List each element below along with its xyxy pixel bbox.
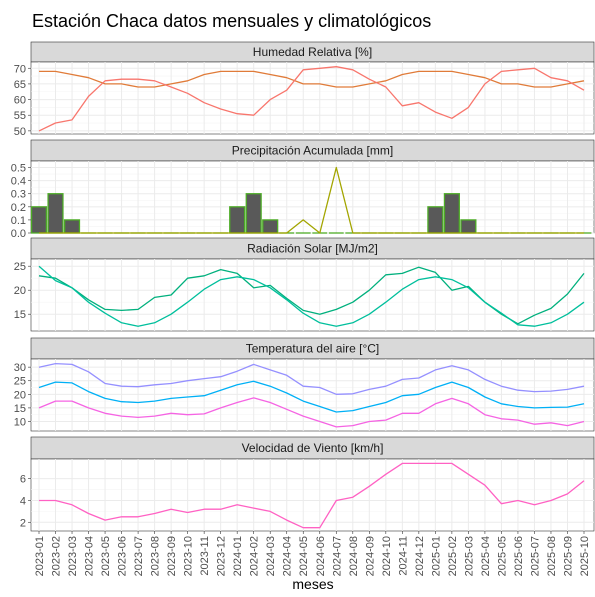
x-tick-label: 2024-04 <box>282 536 294 576</box>
series-line-2 <box>38 397 585 428</box>
panel-strip-label: Humedad Relativa [%] <box>253 45 372 59</box>
x-tick-label: 2025-09 <box>562 536 574 576</box>
y-tick-label: 50 <box>14 126 26 138</box>
x-tick-label: 2024-07 <box>331 536 343 576</box>
x-tick-label: 2025-04 <box>480 536 492 576</box>
x-tick-label: 2023-08 <box>150 536 162 576</box>
x-tick-label: 2023-07 <box>133 536 145 576</box>
x-tick-label: 2023-12 <box>216 536 228 576</box>
y-tick-label: 0.4 <box>11 176 26 188</box>
precip-bar <box>262 219 279 234</box>
y-tick-label: 2 <box>20 517 26 529</box>
series-line-1 <box>38 265 585 327</box>
x-tick-label: 2023-02 <box>51 536 63 576</box>
y-tick-label: 0.1 <box>11 215 26 227</box>
x-tick-label: 2025-08 <box>546 536 558 576</box>
y-tick-label: 0.2 <box>11 202 26 214</box>
y-tick-label: 0.3 <box>11 189 26 201</box>
y-tick-label: 25 <box>14 261 26 273</box>
panel-4: Velocidad de Viento [km/h] 2 4 6 <box>20 436 595 532</box>
precip-bar <box>47 193 64 234</box>
precip-bar <box>63 219 81 234</box>
chart-panels: Humedad Relativa [%] 50 55 60 65 70 Precipitac… <box>11 41 595 532</box>
panel-strip-label: Radiación Solar [MJ/m2] <box>247 242 378 256</box>
panel-strip-label: Precipitación Acumulada [mm] <box>232 144 393 158</box>
series-line-0 <box>39 462 585 529</box>
x-tick-label: 2025-10 <box>579 536 591 576</box>
y-tick-label: 0.0 <box>11 228 26 240</box>
x-tick-label: 2025-06 <box>513 536 525 576</box>
x-tick-label: 2024-01 <box>232 536 244 576</box>
y-tick-label: 10 <box>14 416 26 428</box>
precip-bar <box>427 206 444 234</box>
series-line-1 <box>38 66 585 132</box>
x-tick-label: 2024-08 <box>348 536 360 576</box>
panel-plot-area <box>30 61 595 135</box>
panel-plot-area <box>30 258 595 332</box>
series-line-0 <box>39 70 585 88</box>
precip-bar <box>229 206 246 234</box>
x-axis-title: meses <box>292 576 333 592</box>
precip-bar <box>443 193 460 234</box>
x-tick-label: 2024-09 <box>364 536 376 576</box>
x-tick-label: 2024-05 <box>298 536 310 576</box>
x-tick-label: 2023-03 <box>67 536 79 576</box>
x-tick-label: 2024-03 <box>265 536 277 576</box>
precip-bar <box>30 206 48 234</box>
panel-plot-area <box>30 160 595 234</box>
x-tick-label: 2024-12 <box>414 536 426 576</box>
y-tick-label: 15 <box>14 309 26 321</box>
precip-bar <box>245 193 262 234</box>
y-tick-label: 15 <box>14 403 26 415</box>
y-tick-label: 30 <box>14 362 26 374</box>
series-line-1 <box>38 380 585 413</box>
y-tick-label: 60 <box>14 95 26 107</box>
x-tick-label: 2025-03 <box>463 536 475 576</box>
y-tick-label: 20 <box>14 389 26 401</box>
x-tick-label: 2023-11 <box>199 536 211 576</box>
x-tick-label: 2024-10 <box>381 536 393 576</box>
panel-strip-label: Temperatura del aire [°C] <box>246 342 380 356</box>
x-tick-label: 2023-04 <box>84 536 96 576</box>
chart-title: Estación Chaca datos mensuales y climato… <box>32 11 431 31</box>
precip-bar <box>460 219 477 234</box>
panel-strip-label: Velocidad de Viento [km/h] <box>242 441 384 455</box>
y-tick-label: 4 <box>20 495 26 507</box>
y-tick-label: 0.5 <box>11 163 26 175</box>
y-tick-label: 65 <box>14 79 26 91</box>
panel-2: Radiación Solar [MJ/m2] 15 20 25 <box>14 237 595 332</box>
x-axis: 2023-01 2023-02 2023-03 2023-04 2023-05 2023-… <box>34 531 591 576</box>
y-tick-label: 55 <box>14 110 26 122</box>
y-tick-label: 6 <box>20 474 26 486</box>
x-tick-label: 2023-06 <box>117 536 129 576</box>
panel-0: Humedad Relativa [%] 50 55 60 65 70 <box>14 41 595 138</box>
panel-1: Precipitación Acumulada [mm] 0.00.10.20.3… <box>11 139 595 240</box>
x-tick-label: 2025-07 <box>529 536 541 576</box>
panel-plot-area <box>30 358 595 432</box>
x-tick-label: 2024-11 <box>397 536 409 576</box>
x-tick-label: 2023-09 <box>166 536 178 576</box>
x-tick-label: 2023-01 <box>34 536 46 576</box>
x-tick-label: 2025-01 <box>430 536 442 576</box>
series-line-0 <box>38 362 585 395</box>
x-tick-label: 2024-06 <box>315 536 327 576</box>
x-tick-label: 2024-02 <box>249 536 261 576</box>
y-tick-label: 70 <box>14 63 26 75</box>
panel-plot-area <box>30 458 595 532</box>
y-tick-label: 25 <box>14 376 26 388</box>
x-tick-label: 2023-10 <box>183 536 195 576</box>
x-tick-label: 2025-02 <box>447 536 459 576</box>
y-tick-label: 20 <box>14 285 26 297</box>
series-line-0 <box>39 166 584 234</box>
x-tick-label: 2023-05 <box>100 536 112 576</box>
x-tick-label: 2025-05 <box>496 536 508 576</box>
